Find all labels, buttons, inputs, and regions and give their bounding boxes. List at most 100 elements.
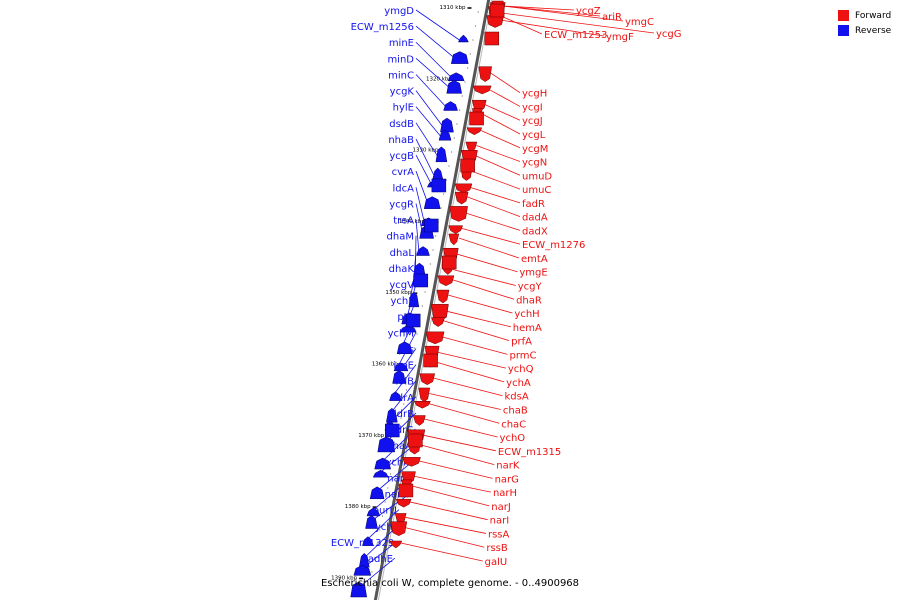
label-ymgd: ymgD (384, 6, 414, 17)
leader-hema (444, 310, 511, 328)
gene-block-forward (489, 3, 505, 18)
leader-fadr (468, 186, 521, 204)
gene-ispe (389, 391, 402, 401)
label-lolb: lolB (395, 377, 414, 388)
leader-umud (474, 154, 521, 176)
leader-chab (429, 393, 501, 410)
leader-dada (466, 196, 521, 217)
gene-chaa (372, 469, 389, 478)
gene-ymgf (486, 15, 505, 28)
leader-ychh (447, 294, 513, 314)
label-ldra: ldrA (394, 393, 414, 404)
label-chaa: chaA (387, 441, 412, 452)
label-ychm: ychM (388, 328, 414, 339)
tick-label-1320-kbp: 1320 kbp (426, 76, 452, 82)
leader-mind (415, 58, 451, 89)
label-ecw-m1315: ECW_m1315 (498, 447, 561, 458)
leader-ychq (437, 351, 506, 369)
gene-ymgd (457, 34, 469, 43)
label-prfa: prfA (511, 337, 532, 348)
label-nark: narK (496, 461, 520, 472)
label-ldca: ldcA (393, 183, 415, 194)
label-narg: narG (495, 474, 519, 485)
gene-ycgh (478, 66, 492, 82)
label-nari: narI (490, 516, 510, 527)
gene-narg (402, 457, 421, 467)
label-chab: chaB (503, 405, 528, 416)
label-dsdb: dsdB (389, 119, 414, 130)
label-ychh: ychH (514, 309, 539, 320)
gene-nari (395, 498, 412, 508)
chromosome-backbone (373, 0, 491, 603)
leader-ecw-m1315 (421, 434, 496, 452)
gene-prs (392, 370, 406, 384)
label-ycgh: ycgH (522, 89, 547, 100)
label-dham: dhaM (387, 232, 414, 243)
gene-chac (413, 401, 431, 409)
gene-block-reverse (413, 273, 429, 288)
label-ecw-m1329: ECW_m1329 (331, 538, 394, 549)
label-arir: ariR (602, 12, 622, 23)
leader-umuc (471, 170, 521, 190)
leader-ycgn (476, 145, 521, 162)
leader-narg (416, 459, 493, 479)
leader-ychm (396, 332, 417, 369)
gene-ychm (393, 362, 409, 372)
tick-label-1310-kbp: 1310 kbp (440, 5, 466, 11)
gene-minc (443, 101, 458, 111)
label-hyle: hylE (393, 103, 414, 114)
leader-ycgg (501, 12, 655, 34)
leader-ycho (424, 418, 498, 438)
gene-block-forward (469, 111, 484, 126)
leader-narj (411, 485, 490, 507)
leader-nark (419, 444, 495, 465)
gene-ecw-m1329 (353, 565, 372, 576)
leader-ecw-m1276 (460, 227, 521, 245)
label-kdsa: kdsA (505, 392, 529, 403)
genome-caption: Escherichia coli W, complete genome. - 0… (320, 578, 580, 589)
label-ycgj: ycgJ (522, 116, 543, 127)
legend-reverse-swatch (838, 25, 849, 36)
label-umuc: umuC (522, 185, 551, 196)
label-ymge: ymgE (519, 268, 547, 279)
leader-ycgb (415, 154, 433, 186)
gene-ycgk (440, 117, 454, 133)
leader-narh (413, 475, 492, 493)
leader-hyle (415, 106, 442, 137)
leader-dsdb (415, 122, 438, 157)
label-emta: emtA (521, 254, 548, 265)
gene-kdsa (419, 373, 436, 385)
gene-ycho (413, 415, 426, 426)
label-ycgb: ycgB (389, 151, 414, 162)
tick-label-1340-kbp: 1340 kbp (399, 219, 425, 225)
label-umud: umuD (522, 171, 552, 182)
label-ycgm: ycgM (522, 144, 548, 155)
label-dhak: dhaK (389, 264, 415, 275)
label-mind: minD (387, 54, 414, 65)
gene-trea (416, 246, 430, 256)
label-dada: dadA (522, 213, 548, 224)
gene-dhar (437, 275, 455, 287)
label-ycgn: ycgN (522, 158, 547, 169)
gene-block-forward (441, 255, 457, 270)
label-rssa: rssA (488, 529, 510, 540)
label-minc: minC (388, 70, 414, 81)
label-adhe: adhE (368, 554, 393, 565)
label-prmc: prmC (509, 350, 536, 361)
label-ispe: ispE (393, 361, 414, 372)
gene-ychj (358, 552, 370, 568)
label-ycha: ychA (506, 378, 531, 389)
label-ycgi: ycgI (522, 102, 543, 113)
label-dhar: dhaR (516, 295, 542, 306)
label-ycho: ychO (500, 433, 526, 444)
gene-block-forward (398, 483, 414, 498)
gene-prfa (431, 317, 445, 327)
gene-ecw-m1256 (450, 51, 469, 64)
leader-ldca (415, 187, 425, 224)
leader-ycgz (502, 5, 575, 11)
label-ldrc: ldrC (393, 425, 413, 436)
label-rssb: rssB (486, 543, 508, 554)
legend-reverse-label: Reverse (855, 25, 892, 36)
gene-rssb (390, 521, 408, 537)
gene-narx (365, 515, 378, 529)
